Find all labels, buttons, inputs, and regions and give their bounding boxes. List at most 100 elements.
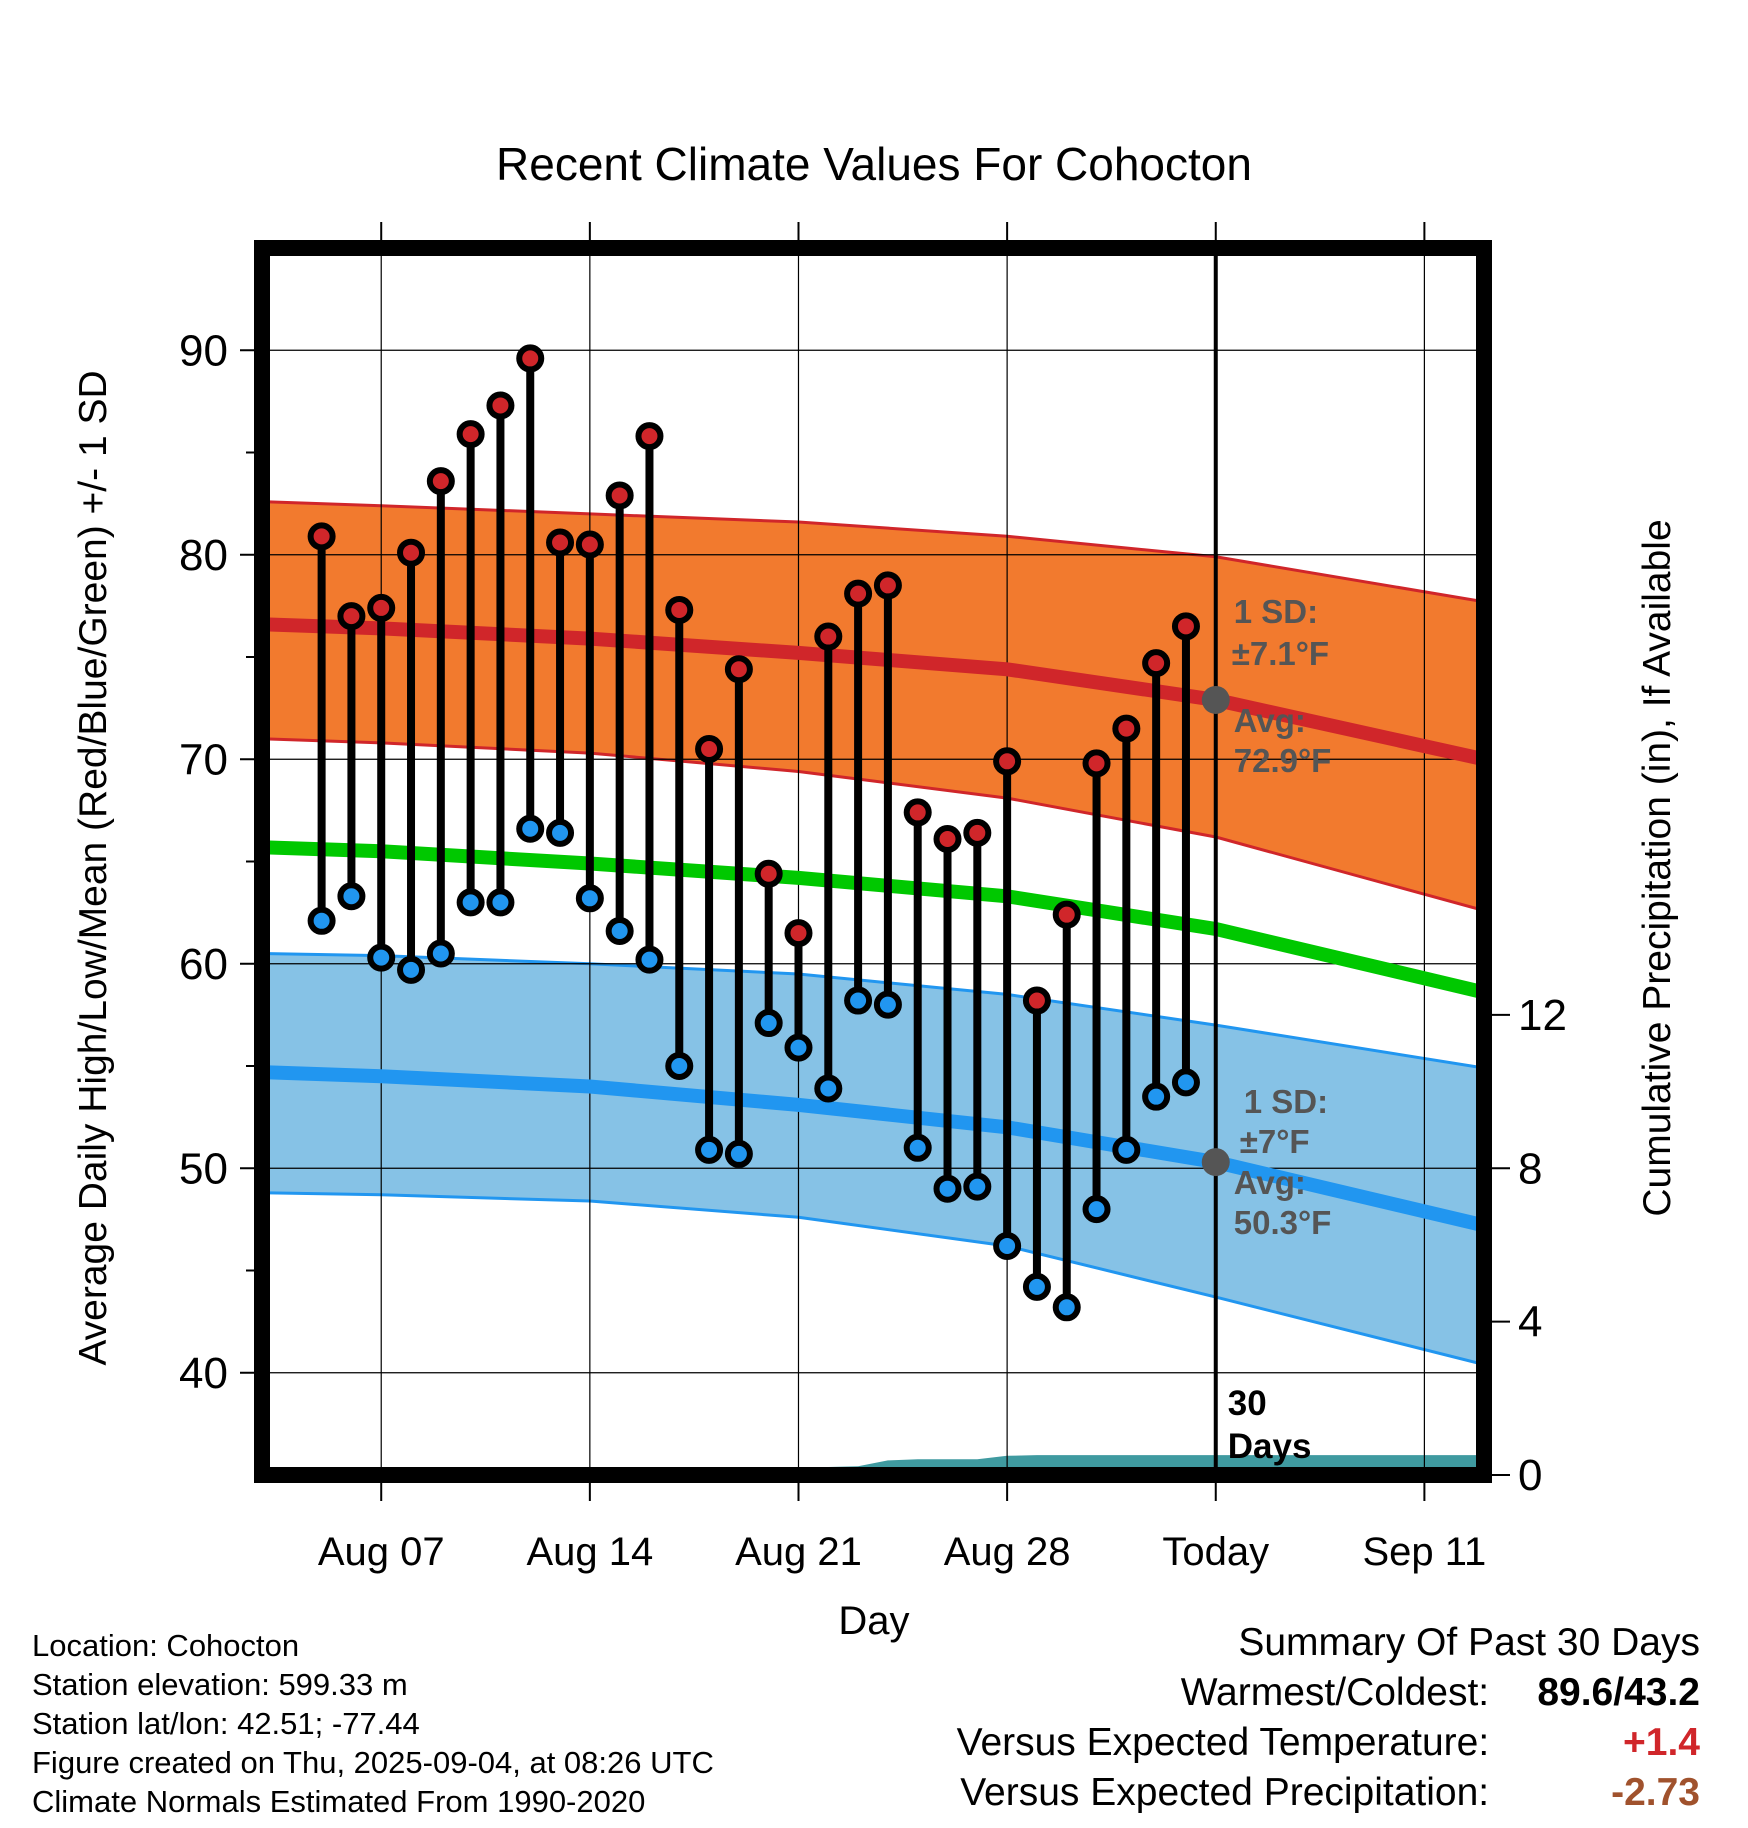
obs-low-point [993, 1231, 1022, 1260]
y2-axis-label: Cumulative Precipitation (in), If Availa… [1636, 519, 1679, 1216]
y-tick-label: 50 [179, 1144, 228, 1193]
obs-high-point [397, 538, 426, 567]
obs-high-point [1171, 612, 1200, 641]
temp-row: Versus Expected Temperature: +1.4 [957, 1718, 1700, 1768]
chart-title: Recent Climate Values For Cohocton [496, 138, 1252, 190]
obs-low-point [784, 1033, 813, 1062]
obs-low-point [516, 814, 545, 843]
warmest-row: Warmest/Coldest: 89.6/43.2 [957, 1668, 1700, 1718]
obs-high-point [426, 467, 455, 496]
obs-high-point [844, 579, 873, 608]
obs-low-point [1082, 1195, 1111, 1224]
today-high-avg-marker [1201, 685, 1230, 714]
obs-high-point [724, 655, 753, 684]
obs-low-point [754, 1009, 783, 1038]
obs-low-point [635, 945, 664, 974]
obs-low-point [337, 882, 366, 911]
precip-row: Versus Expected Precipitation: -2.73 [957, 1768, 1700, 1818]
obs-low-point [456, 888, 485, 917]
y2-tick-label: 4 [1518, 1298, 1542, 1347]
obs-high-point [337, 602, 366, 631]
x-tick-label: Aug 28 [944, 1530, 1071, 1574]
obs-low-point [873, 990, 902, 1019]
temp-label: Versus Expected Temperature: [956, 1721, 1490, 1764]
obs-low-point [546, 818, 575, 847]
high-avg-value: 72.9°F [1234, 742, 1332, 779]
obs-low-point [367, 943, 396, 972]
obs-high-point [486, 391, 515, 420]
axes: 40 50 60 70 80 90 0 4 8 12 Aug 07 Aug 14 Aug 21 Aug 2… [179, 222, 1567, 1574]
obs-high-point [814, 622, 843, 651]
obs-high-point [516, 344, 545, 373]
obs-high-point [307, 522, 336, 551]
obs-high-point [1022, 986, 1051, 1015]
obs-low-point [1112, 1135, 1141, 1164]
x-tick-label: Today [1162, 1530, 1269, 1574]
created-text: Figure created on Thu, 2025-09-04, at 08… [32, 1745, 714, 1780]
obs-low-point [1171, 1068, 1200, 1097]
obs-low-point [963, 1172, 992, 1201]
normals-text: Climate Normals Estimated From 1990-2020 [32, 1784, 646, 1819]
obs-high-point [367, 593, 396, 622]
obs-high-point [605, 481, 634, 510]
days-annotation-label: Days [1228, 1427, 1312, 1466]
obs-high-point [1052, 900, 1081, 929]
low-avg-title: Avg: [1234, 1164, 1306, 1201]
obs-low-point [1052, 1293, 1081, 1322]
y-tick-label: 40 [179, 1349, 228, 1398]
obs-low-point [605, 917, 634, 946]
x-tick-label: Aug 21 [735, 1530, 862, 1574]
y-tick-label: 80 [179, 531, 228, 580]
obs-low-point [1022, 1272, 1051, 1301]
obs-high-point [635, 422, 664, 451]
high-sd-band [262, 500, 1484, 913]
summary-panel: Summary Of Past 30 Days Warmest/Coldest:… [957, 1618, 1700, 1818]
y2-tick-label: 8 [1518, 1144, 1542, 1193]
obs-low-point [844, 986, 873, 1015]
obs-high-point [784, 919, 813, 948]
obs-low-point [1142, 1082, 1171, 1111]
x-tick-label: Aug 14 [526, 1530, 653, 1574]
obs-high-point [933, 825, 962, 854]
location-text: Location: Cohocton [32, 1628, 300, 1663]
obs-high-point [695, 735, 724, 764]
low-sd-title: 1 SD: [1244, 1083, 1328, 1120]
precip-label: Versus Expected Precipitation: [960, 1771, 1490, 1814]
high-sd-value: ±7.1°F [1232, 635, 1329, 672]
obs-high-point [575, 530, 604, 559]
y2-tick-label: 12 [1518, 991, 1567, 1040]
obs-high-point [754, 859, 783, 888]
obs-high-point [993, 747, 1022, 776]
x-axis-label: Day [838, 1599, 909, 1643]
summary-title: Summary Of Past 30 Days [1238, 1621, 1700, 1664]
low-sd-value: ±7°F [1240, 1123, 1310, 1160]
low-avg-value: 50.3°F [1234, 1204, 1332, 1241]
precip-value: -2.73 [1611, 1771, 1700, 1814]
x-tick-label: Aug 07 [318, 1530, 445, 1574]
obs-high-point [1082, 749, 1111, 778]
high-sd-title: 1 SD: [1234, 593, 1318, 630]
x-tick-label: Sep 11 [1362, 1530, 1486, 1574]
obs-low-point [665, 1052, 694, 1080]
obs-low-point [903, 1133, 932, 1162]
latlon-text: Station lat/lon: 42.51; -77.44 [32, 1706, 420, 1741]
obs-low-point [575, 884, 604, 913]
obs-low-point [695, 1135, 724, 1164]
obs-low-point [486, 888, 515, 917]
temp-value: +1.4 [1623, 1721, 1700, 1764]
elevation-text: Station elevation: 599.33 m [32, 1667, 408, 1702]
obs-low-point [933, 1174, 962, 1203]
warmest-label: Warmest/Coldest: [1180, 1671, 1490, 1714]
obs-high-point [456, 420, 485, 449]
obs-low-point [814, 1074, 843, 1103]
y-tick-label: 90 [179, 326, 228, 375]
obs-low-point [426, 939, 455, 968]
obs-high-point [873, 571, 902, 600]
days-annotation-number: 30 [1228, 1384, 1267, 1423]
obs-high-point [903, 798, 932, 827]
today-low-avg-marker [1201, 1148, 1230, 1177]
obs-high-point [1112, 714, 1141, 743]
obs-high-point [963, 818, 992, 847]
